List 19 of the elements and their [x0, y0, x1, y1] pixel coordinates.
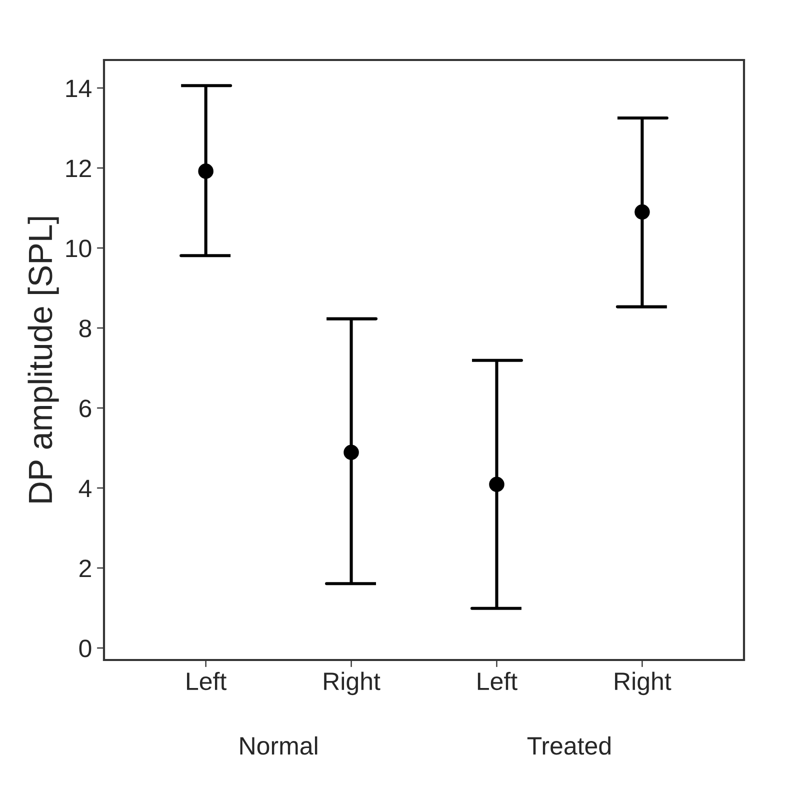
text: Normal: [240, 736, 318, 755]
y-tick-label: 6: [80, 400, 92, 418]
point: [634, 204, 650, 220]
x-tick-label: Left: [478, 672, 518, 690]
y-tick-label: 14: [66, 80, 92, 98]
text: Treated: [527, 736, 610, 755]
y-tick-label: 10: [66, 240, 92, 258]
x-tick-label: Left: [187, 672, 226, 690]
y-axis-title: DP amplitude [SPL]: [28, 217, 59, 502]
point: [198, 164, 214, 179]
y-tick-label: 4: [78, 480, 92, 498]
y-tick-label: 2: [80, 560, 91, 578]
point: [489, 476, 504, 492]
y-tick-label: 8: [79, 320, 92, 338]
y-tick-label: 12: [66, 160, 91, 178]
y-tick-label: 0: [79, 640, 92, 658]
x-tick-label: Right: [324, 672, 380, 696]
x-tick-label: Right: [615, 672, 672, 696]
point: [344, 444, 359, 460]
